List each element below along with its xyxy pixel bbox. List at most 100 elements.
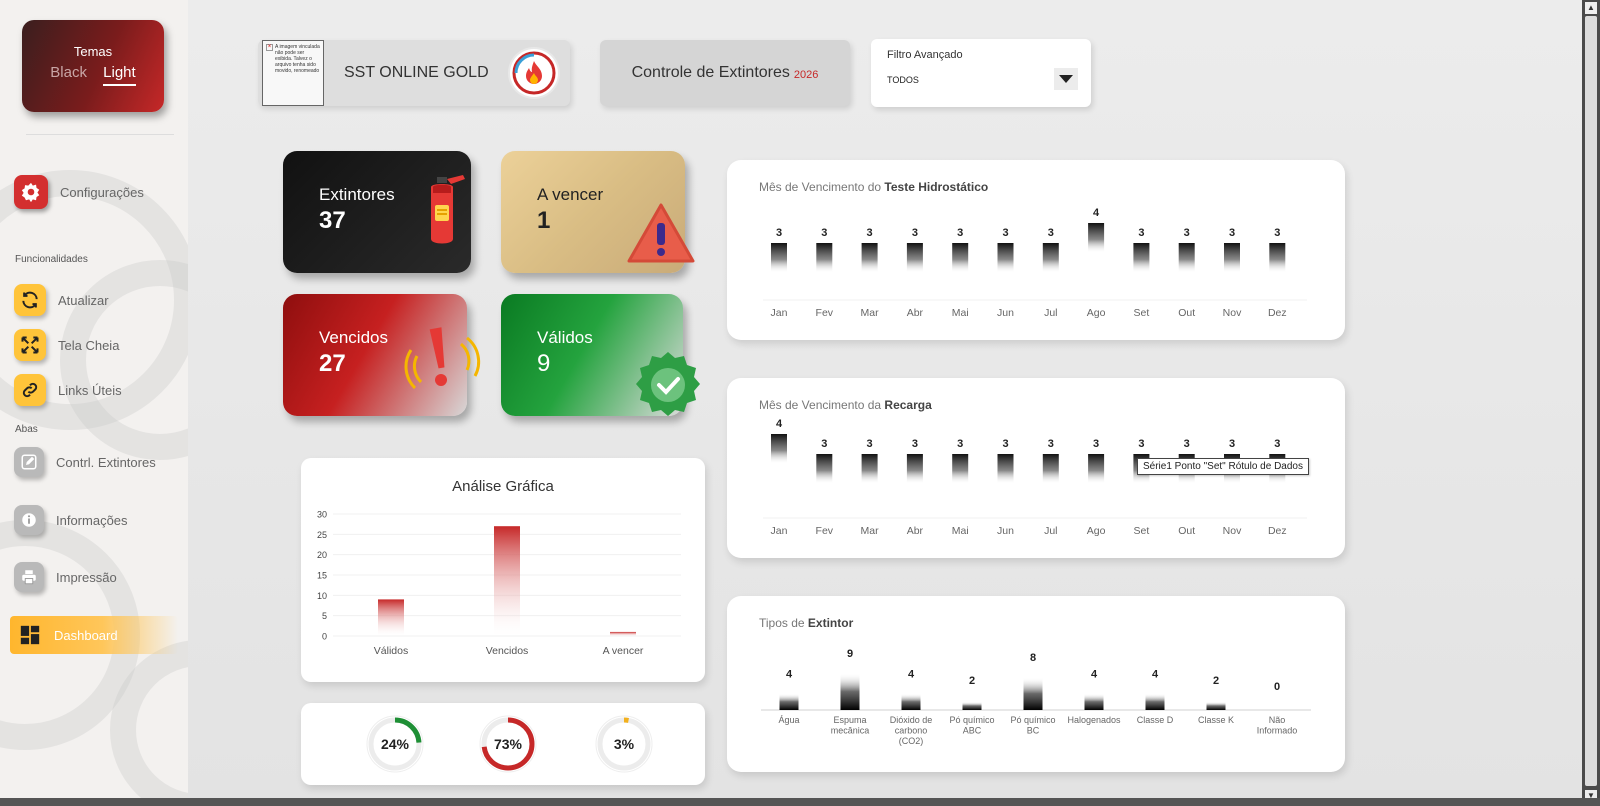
sidebar-item-refresh[interactable]: Atualizar [14,282,184,318]
bar[interactable] [1023,677,1043,710]
bar[interactable] [610,631,636,636]
y-tick-label: 0 [322,632,327,642]
data-label: 3 [1002,227,1008,239]
bar[interactable] [1133,243,1150,273]
bar[interactable] [1224,243,1240,273]
tick-label: carbono [895,726,928,736]
tick-label: Classe D [1137,715,1174,725]
bar[interactable] [1088,223,1105,253]
data-label: 3 [1229,227,1235,239]
tick-label: Out [1178,525,1195,537]
bar[interactable] [494,526,520,636]
bar[interactable] [962,701,982,710]
bar[interactable] [997,243,1014,273]
data-label: 2 [969,675,975,687]
percentage-donuts: 24% 73% 3% [301,703,705,785]
sidebar-item-dashboard[interactable]: Dashboard [10,616,178,654]
tick-label: Espuma [833,715,866,725]
bar[interactable] [1042,243,1059,273]
window-bottom-bar [0,798,1600,806]
alert-exclamation-icon [404,327,481,390]
bar[interactable] [378,599,404,636]
bar[interactable] [861,243,878,273]
kpi-card-validos: Válidos 9 [501,294,700,416]
donut-background [366,715,424,773]
sidebar-item-label: Impressão [56,569,117,585]
tick-label: Mai [952,525,969,537]
kpi-label: Válidos [537,328,593,347]
tick-label: BC [1027,726,1040,736]
bar[interactable] [816,243,833,273]
data-label: 3 [1138,438,1144,450]
theme-light-option[interactable]: Light [103,64,136,86]
y-tick-label: 10 [317,591,327,601]
bar[interactable] [1178,243,1195,273]
bar[interactable] [1042,454,1059,484]
sidebar-item-label: Configurações [60,184,144,200]
link-icon [14,374,46,406]
brand-name: SST ONLINE GOLD [344,64,489,81]
bar[interactable] [861,454,878,484]
tick-label: Set [1134,307,1150,319]
bar[interactable] [840,673,860,710]
sidebar-item-settings[interactable]: Configurações [14,174,184,210]
tick-label: Jan [771,525,788,537]
bar[interactable] [901,693,921,710]
theme-switcher: Temas Black Light [22,20,164,112]
filter-select-value[interactable]: TODOS [887,75,919,85]
bar[interactable] [1206,701,1226,710]
bar[interactable] [1145,693,1165,710]
dashboard-icon [16,621,44,649]
tick-label: Fev [816,525,834,537]
bar[interactable] [1088,454,1105,484]
sidebar-item-links[interactable]: Links Úteis [14,372,184,408]
bar[interactable] [906,454,923,484]
advanced-filter[interactable]: Filtro Avançado TODOS [871,39,1091,107]
data-label: 2 [1213,675,1219,687]
y-tick-label: 25 [317,530,327,540]
section-heading-features: Funcionalidades [15,254,88,265]
data-label: 3 [957,438,963,450]
bar[interactable] [1084,693,1104,710]
kpi-card-vencidos: Vencidos 27 [283,294,481,416]
bar[interactable] [1269,243,1286,273]
bar[interactable] [952,243,969,273]
vertical-scrollbar[interactable]: ▲ ▼ [1582,0,1600,806]
tick-label: ABC [963,726,982,736]
bar[interactable] [771,434,787,464]
sidebar-item-print[interactable]: Impressão [14,559,184,595]
bar[interactable] [816,454,833,484]
donut-slice[interactable] [481,717,535,771]
theme-black-option[interactable]: Black [50,64,87,81]
data-label: 3 [1274,227,1280,239]
donut-slice[interactable] [597,717,651,771]
data-label: 3 [1138,227,1144,239]
bar[interactable] [779,693,799,710]
scrollbar-thumb[interactable] [1585,16,1597,786]
sidebar-item-info[interactable]: Informações [14,502,184,538]
scroll-up-icon[interactable]: ▲ [1585,2,1597,14]
bar[interactable] [997,454,1014,484]
bar[interactable] [952,454,969,484]
sidebar-divider [26,134,174,135]
printer-icon [14,562,44,592]
sidebar-item-fullscreen[interactable]: Tela Cheia [14,327,184,363]
sidebar-item-control[interactable]: Contrl. Extintores [14,444,184,480]
kpi-label: Extintores [319,185,395,204]
donut-background [595,715,653,773]
bar[interactable] [906,243,923,273]
bar[interactable] [771,243,787,273]
data-label: 0 [1274,681,1280,693]
kpi-label: Vencidos [319,328,388,347]
data-label: 9 [847,648,853,660]
theme-title: Temas [73,44,113,59]
chart-tooltip: Série1 Ponto "Set" Rótulo de Dados [1137,458,1309,475]
chevron-down-icon[interactable] [1054,68,1078,90]
tick-label: Classe K [1198,715,1234,725]
data-label: 4 [1093,207,1100,219]
donut-slice[interactable] [368,717,422,771]
data-label: 3 [912,227,918,239]
data-label: 4 [776,418,783,430]
kpi-value: 37 [319,207,346,234]
sidebar-item-label: Atualizar [58,292,109,308]
